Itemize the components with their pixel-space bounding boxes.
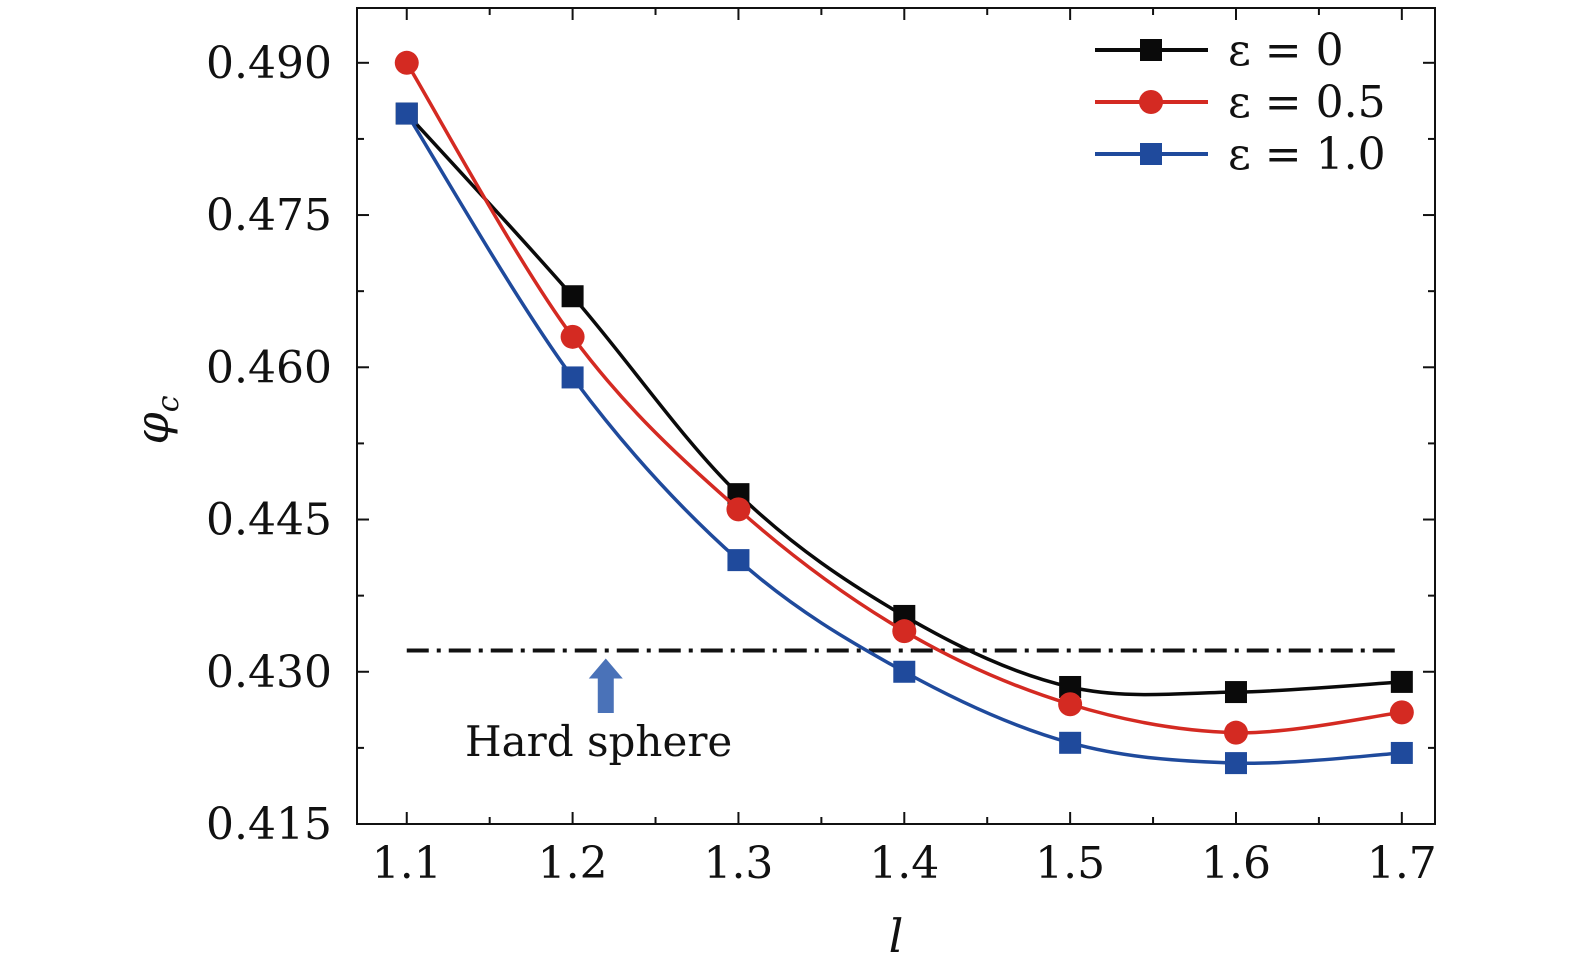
y-tick-label: 0.475 (206, 190, 332, 241)
y-axis-title-text: φc (125, 395, 186, 444)
legend-label: ε = 0.5 (1228, 77, 1386, 128)
data-point (726, 497, 751, 522)
x-axis-ticks: 1.1 1.2 1.3 1.4 1.5 1.6 1.7 (372, 8, 1437, 889)
data-point (395, 102, 418, 125)
series-2 (395, 102, 1413, 775)
series-1 (394, 50, 1414, 745)
y-tick-label: 0.460 (206, 342, 332, 393)
y-axis-title: φc (125, 395, 186, 444)
legend: ε = 0ε = 0.5ε = 1.0 (1095, 25, 1386, 180)
x-tick-label: 1.5 (1035, 838, 1105, 889)
hard-sphere-arrow-shaft (597, 678, 614, 713)
data-point (893, 660, 916, 683)
x-tick-label: 1.7 (1367, 838, 1437, 889)
y-tick-label: 0.415 (206, 799, 332, 850)
legend-label: ε = 0 (1228, 25, 1344, 76)
hard-sphere-label: Hard sphere (465, 717, 732, 766)
data-point (1224, 752, 1247, 775)
x-tick-label: 1.4 (869, 838, 939, 889)
x-tick-label: 1.1 (372, 838, 442, 889)
data-point (394, 50, 419, 75)
x-axis-title: l (889, 909, 904, 963)
y-axis-ticks: 0.415 0.430 0.445 0.460 0.475 0.490 (206, 38, 1435, 850)
series-layer (394, 50, 1414, 775)
data-point (560, 324, 585, 349)
data-point (1223, 720, 1248, 745)
annotation-layer: Hard sphere (465, 658, 732, 766)
y-tick-label: 0.490 (206, 38, 332, 89)
legend-label: ε = 1.0 (1228, 129, 1386, 180)
data-point (561, 285, 584, 308)
legend-marker (1139, 90, 1163, 114)
data-point (1059, 675, 1082, 698)
legend-marker (1140, 143, 1162, 165)
data-point (727, 549, 750, 572)
data-point (892, 619, 917, 644)
x-tick-label: 1.6 (1201, 838, 1271, 889)
series-0 (395, 102, 1413, 704)
data-point (1390, 670, 1413, 693)
data-point (1059, 731, 1082, 754)
plot-frame (356, 7, 1436, 825)
y-tick-label: 0.430 (206, 647, 332, 698)
y-axis-title-symbol: φ (125, 412, 179, 445)
data-point (561, 366, 584, 389)
y-tick-label: 0.445 (206, 495, 332, 546)
data-point (1058, 692, 1083, 717)
legend-marker (1140, 39, 1162, 61)
data-point (1390, 741, 1413, 764)
y-axis-title-subscript: c (151, 395, 186, 412)
data-point (1224, 681, 1247, 704)
x-tick-label: 1.3 (703, 838, 773, 889)
data-point (1389, 700, 1414, 725)
hard-sphere-arrow-head (588, 658, 623, 679)
x-tick-label: 1.2 (538, 838, 608, 889)
